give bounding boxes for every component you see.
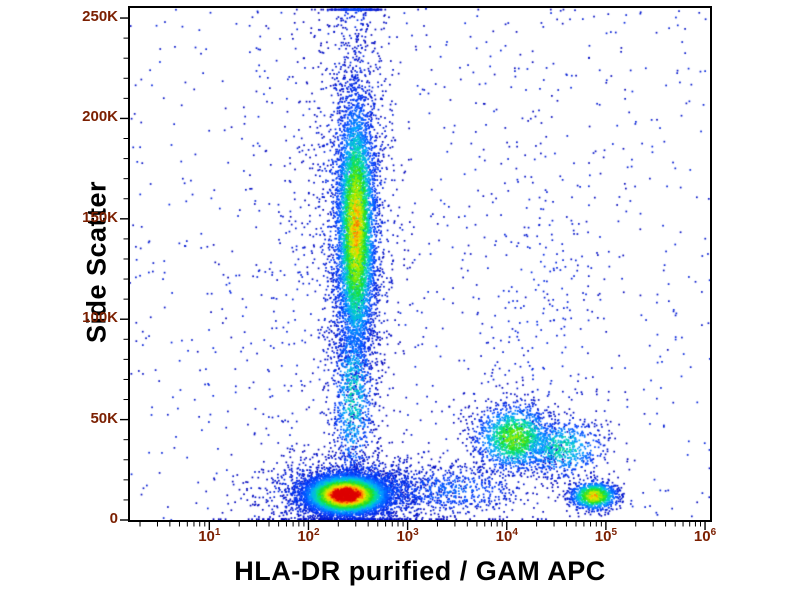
x-tick-label: 106 xyxy=(675,527,735,545)
x-tick-exponent: 2 xyxy=(314,527,320,538)
x-tick-base: 10 xyxy=(693,528,711,545)
x-tick-base: 10 xyxy=(198,528,215,545)
x-tick-exponent: 4 xyxy=(512,527,518,538)
y-tick-label: 150K xyxy=(82,208,118,226)
x-tick-exponent: 3 xyxy=(413,527,419,538)
x-tick-label: 105 xyxy=(576,527,636,545)
y-tick-label: 50K xyxy=(90,409,118,427)
y-tick-label: 0 xyxy=(109,510,118,527)
x-tick-base: 10 xyxy=(594,528,612,545)
x-tick-label: 101 xyxy=(179,527,239,545)
y-tick-label: 100K xyxy=(82,309,118,327)
x-tick-label: 102 xyxy=(278,527,338,545)
x-tick-exponent: 5 xyxy=(611,527,618,538)
x-tick-base: 10 xyxy=(396,528,414,545)
y-tick-label: 200K xyxy=(82,108,118,126)
y-tick-label: 250K xyxy=(82,8,118,26)
scatter-canvas xyxy=(130,8,710,520)
x-tick-base: 10 xyxy=(495,528,513,545)
x-tick-label: 103 xyxy=(378,527,438,545)
x-axis-label: HLA-DR purified / GAM APC xyxy=(234,556,606,586)
x-tick-label: 104 xyxy=(477,527,537,545)
x-tick-exponent: 1 xyxy=(214,527,221,538)
x-tick-base: 10 xyxy=(297,528,315,545)
x-tick-exponent: 6 xyxy=(710,527,717,538)
